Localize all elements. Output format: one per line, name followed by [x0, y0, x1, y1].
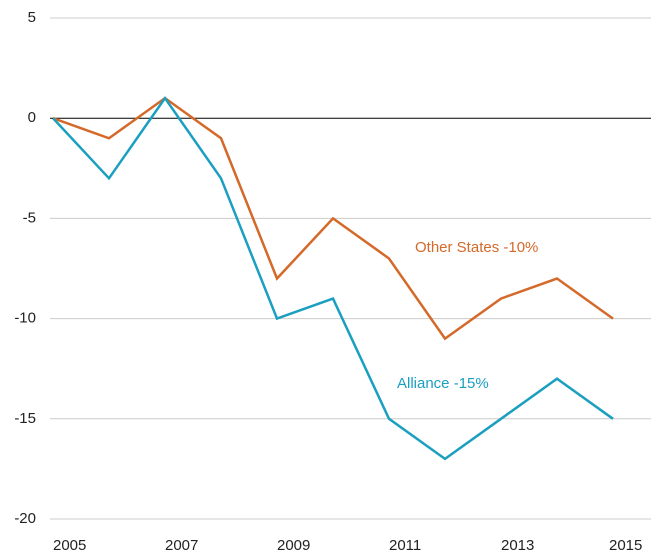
- x-tick-label: 2007: [165, 537, 198, 554]
- y-tick-label: 5: [28, 9, 36, 26]
- y-tick-label: -15: [14, 410, 36, 427]
- x-tick-label: 2011: [389, 537, 421, 554]
- series-line: [52, 95, 614, 461]
- x-tick-label: 2009: [277, 537, 310, 554]
- series-label: Alliance -15%: [397, 375, 489, 392]
- x-tick-label: 2015: [609, 537, 642, 554]
- x-tick-label: 2013: [501, 537, 534, 554]
- x-tick-label: 2005: [53, 537, 86, 554]
- y-tick-label: 0: [28, 109, 36, 126]
- y-tick-label: -10: [14, 310, 36, 327]
- y-tick-label: -5: [23, 209, 36, 226]
- y-tick-label: -20: [14, 510, 36, 527]
- series-label: Other States -10%: [415, 239, 538, 256]
- series-line: [52, 96, 614, 341]
